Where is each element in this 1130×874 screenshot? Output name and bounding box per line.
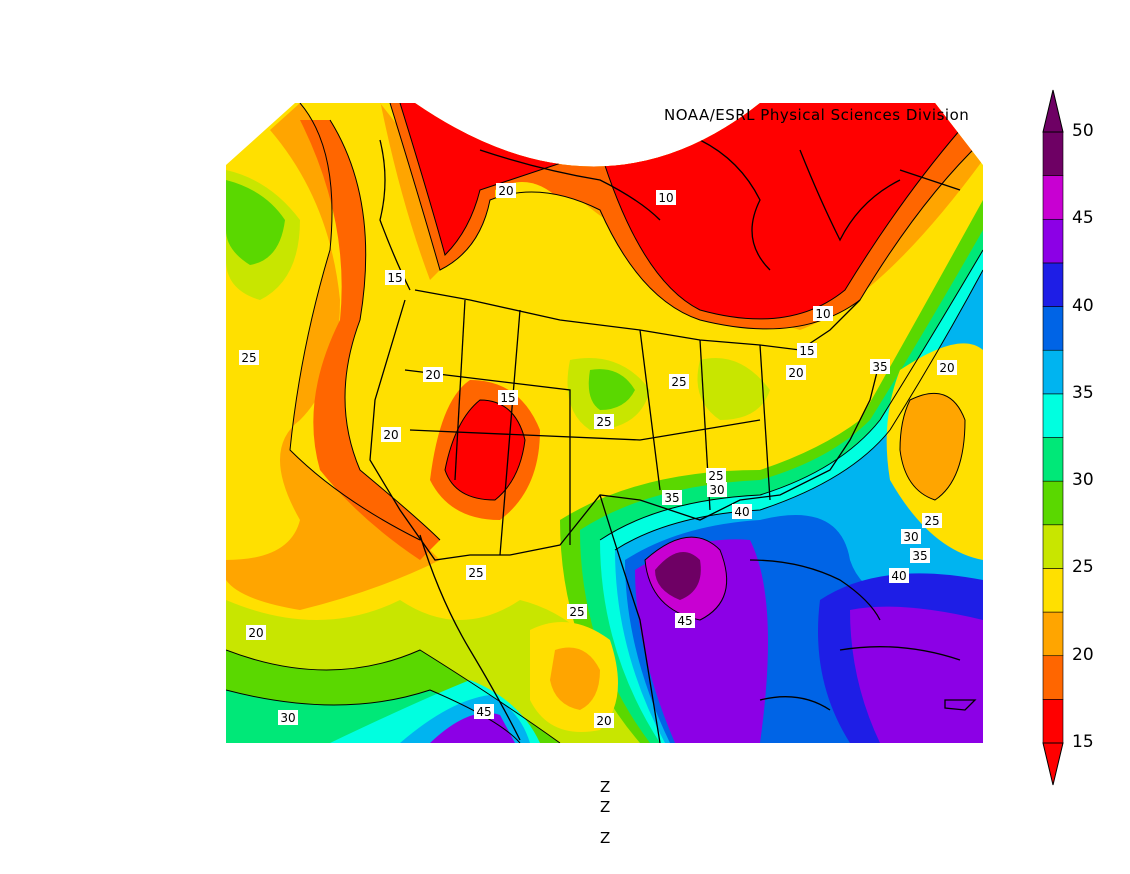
- svg-text:20: 20: [248, 626, 263, 640]
- svg-text:25: 25: [671, 375, 686, 389]
- contour-label: 30: [278, 710, 298, 725]
- svg-text:25: 25: [569, 605, 584, 619]
- contour-label: 15: [385, 270, 405, 285]
- svg-text:30: 30: [280, 711, 295, 725]
- colorbar-segment: [1042, 699, 1064, 744]
- contour-label: 25: [669, 374, 689, 389]
- svg-text:20: 20: [788, 366, 803, 380]
- colorbar-segment: [1042, 349, 1064, 395]
- contour-label: 25: [239, 350, 259, 365]
- colorbar-tick-label: 25: [1072, 557, 1094, 578]
- contour-label: 20: [786, 365, 806, 380]
- svg-text:35: 35: [912, 549, 927, 563]
- colorbar: [1042, 131, 1064, 744]
- contour-label: 25: [567, 604, 587, 619]
- svg-text:10: 10: [815, 307, 830, 321]
- contour-label: 35: [662, 490, 682, 505]
- svg-text:15: 15: [799, 344, 814, 358]
- svg-text:20: 20: [498, 184, 513, 198]
- contour-label: 25: [922, 513, 942, 528]
- colorbar-tick-label: 45: [1072, 208, 1094, 229]
- contour-label: 20: [496, 183, 516, 198]
- colorbar-segment: [1042, 437, 1064, 482]
- svg-text:35: 35: [872, 360, 887, 374]
- svg-text:20: 20: [383, 428, 398, 442]
- colorbar-tick-label: 30: [1072, 470, 1094, 491]
- contour-label: 20: [381, 427, 401, 442]
- svg-text:45: 45: [476, 705, 491, 719]
- svg-text:40: 40: [734, 505, 749, 519]
- contour-label: 35: [870, 359, 890, 374]
- svg-text:20: 20: [939, 361, 954, 375]
- svg-text:20: 20: [425, 368, 440, 382]
- contour-label: 45: [675, 613, 695, 628]
- colorbar-segment: [1042, 131, 1064, 176]
- svg-text:25: 25: [924, 514, 939, 528]
- svg-text:25: 25: [596, 415, 611, 429]
- contour-label: 40: [732, 504, 752, 519]
- contour-label: 20: [594, 713, 614, 728]
- contour-label: 15: [498, 390, 518, 405]
- svg-text:15: 15: [500, 391, 515, 405]
- svg-text:10: 10: [658, 191, 673, 205]
- credit-text: NOAA/ESRL Physical Sciences Division: [664, 106, 970, 124]
- svg-text:25: 25: [241, 351, 256, 365]
- svg-text:25: 25: [468, 566, 483, 580]
- colorbar-segment: [1042, 393, 1064, 438]
- svg-text:45: 45: [677, 614, 692, 628]
- colorbar-top-arrow: [1042, 89, 1064, 133]
- contour-label: 25: [466, 565, 486, 580]
- colorbar-tick-label: 35: [1072, 382, 1094, 403]
- contour-label: 15: [797, 343, 817, 358]
- contour-label: 20: [423, 367, 443, 382]
- colorbar-tick-label: 40: [1072, 295, 1094, 316]
- colorbar-segment: [1042, 655, 1064, 700]
- svg-text:30: 30: [709, 483, 724, 497]
- svg-text:40: 40: [891, 569, 906, 583]
- colorbar-tick-label: 50: [1072, 121, 1094, 141]
- contour-label: 25: [706, 468, 726, 483]
- colorbar-segment: [1042, 218, 1064, 264]
- colorbar-segment: [1042, 568, 1064, 613]
- bottom-label-3: Z: [600, 829, 611, 847]
- bottom-label-2: Z: [600, 798, 611, 816]
- svg-text:15: 15: [387, 271, 402, 285]
- colorbar-segment: [1042, 306, 1064, 351]
- colorbar-segment: [1042, 175, 1064, 220]
- colorbar-bottom-arrow: [1042, 742, 1064, 786]
- contour-label: 40: [889, 568, 909, 583]
- svg-text:30: 30: [903, 530, 918, 544]
- bottom-label-1: Z: [600, 778, 611, 796]
- credit-underline: [792, 103, 912, 105]
- svg-text:25: 25: [708, 469, 723, 483]
- contour-label: 20: [937, 360, 957, 375]
- colorbar-segment: [1042, 524, 1064, 569]
- colorbar-tick-label: 20: [1072, 644, 1094, 665]
- svg-text:20: 20: [596, 714, 611, 728]
- colorbar-segment: [1042, 611, 1064, 657]
- contour-label: 30: [707, 482, 727, 497]
- colorbar-segment: [1042, 480, 1064, 526]
- contour-label: 45: [474, 704, 494, 719]
- contour-label: 20: [246, 625, 266, 640]
- svg-text:35: 35: [664, 491, 679, 505]
- contour-label: 10: [656, 190, 676, 205]
- contour-label: 25: [594, 414, 614, 429]
- contour-label: 30: [901, 529, 921, 544]
- contour-label: 10: [813, 306, 833, 321]
- colorbar-tick-label: 15: [1072, 732, 1094, 752]
- contour-label: 35: [910, 548, 930, 563]
- colorbar-segment: [1042, 262, 1064, 307]
